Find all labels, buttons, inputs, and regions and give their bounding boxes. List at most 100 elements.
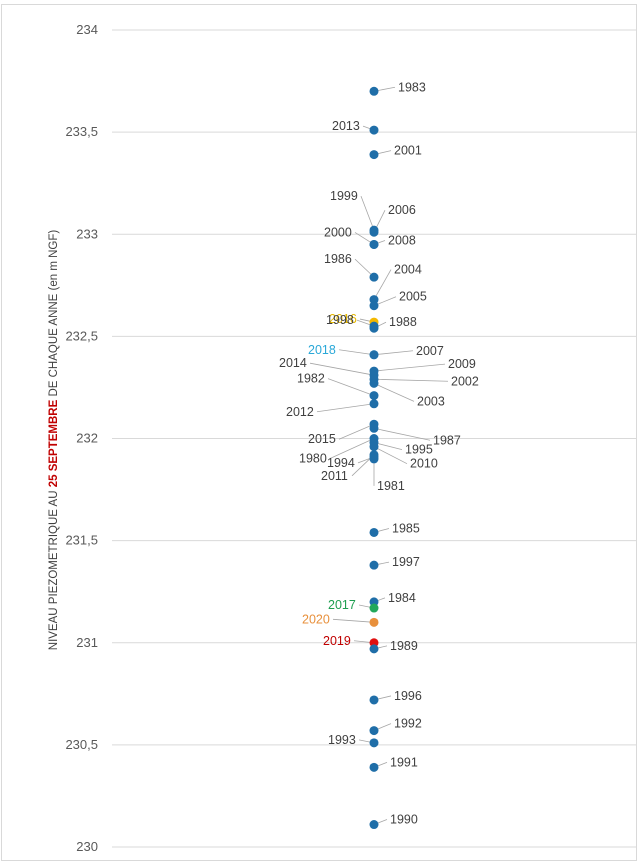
label-2004: 2004 [394,263,422,277]
y-tick-label: 232,5 [65,328,98,343]
label-2007: 2007 [416,344,444,358]
label-2000: 2000 [324,225,352,239]
point-1997 [369,560,379,570]
leader-line-1987 [373,427,431,441]
label-1998: 1998 [326,313,354,327]
leader-line-2018 [338,349,375,356]
point-2006 [369,227,379,237]
y-axis-label-highlight: 25 SEPTEMBRE [48,399,60,487]
label-1985: 1985 [392,521,420,535]
leader-line-2009 [373,363,446,372]
y-axis-label-part-3: DE CHAQUE ANNE (en m NGF) [48,230,60,400]
point-1992 [369,726,379,736]
point-1987 [369,423,379,433]
point-2011 [369,450,379,460]
point-2017 [369,603,379,613]
y-tick-label: 233 [76,226,98,241]
label-2011: 2011 [321,469,348,483]
label-2013: 2013 [332,119,360,133]
chart-frame [1,4,637,861]
label-1992: 1992 [394,717,422,731]
point-2005 [369,301,379,311]
label-1987: 1987 [433,433,461,447]
label-2003: 2003 [417,394,445,408]
label-2010: 2010 [410,457,438,471]
label-1986: 1986 [324,252,352,266]
y-tick-label: 232 [76,431,98,446]
point-2001 [369,150,379,160]
label-2002: 2002 [451,374,479,388]
y-axis-label: NIVEAU PIEZOMETRIQUE AU 25 SEPTEMBRE DE … [48,230,60,651]
point-1985 [369,527,379,537]
leader-line-2014 [309,362,375,376]
label-1983: 1983 [398,80,426,94]
leader-line-2004 [373,269,392,300]
leader-line-2007 [373,350,414,356]
label-1989: 1989 [390,639,418,653]
leader-line-2003 [373,382,415,402]
y-tick-label: 230 [76,839,98,854]
label-2017: 2017 [328,598,356,612]
leader-line-2020 [332,618,375,623]
leader-line-2015 [338,423,375,440]
data-points [369,86,379,830]
leader-line-1980 [329,438,375,459]
label-2016: 2016 [329,312,357,326]
leader-line-2012 [316,403,375,413]
label-1981: 1981 [377,479,405,493]
label-2012: 2012 [286,405,314,419]
label-1993: 1993 [328,733,356,747]
label-1991: 1991 [390,755,418,769]
point-2008 [369,239,379,249]
point-1991 [369,762,379,772]
leader-line-1995 [373,442,403,450]
y-tick-label: 231 [76,635,98,650]
point-2010 [369,442,379,452]
point-2020 [369,617,379,627]
point-2013 [369,125,379,135]
label-2014: 2014 [279,356,307,370]
leader-line-2002 [373,378,449,382]
label-2008: 2008 [388,233,416,247]
point-1990 [369,820,379,830]
data-labels: 1983 2013 2001 1999 2006 2000 2008 1986 2004 2016… [279,80,479,826]
label-2001: 2001 [394,144,422,158]
leader-line-1999 [360,196,375,231]
label-1999: 1999 [330,189,358,203]
y-axis-label-part-1: NIVEAU PIEZOMETRIQUE AU [48,487,60,650]
label-1995: 1995 [405,443,433,457]
y-tick-label: 230,5 [65,737,98,752]
label-1984: 1984 [388,591,416,605]
label-1996: 1996 [394,689,422,703]
label-2020: 2020 [302,612,330,626]
label-1980: 1980 [299,452,327,466]
point-2012 [369,399,379,409]
point-2003 [369,378,379,388]
label-2018: 2018 [308,343,336,357]
y-tick-label: 234 [76,22,98,37]
point-1993 [369,738,379,748]
point-1982 [369,391,379,401]
gridlines [112,29,637,848]
point-2007 [369,350,379,360]
label-1988: 1988 [389,315,417,329]
label-1994: 1994 [327,456,355,470]
label-2006: 2006 [388,203,416,217]
leader-line-2010 [373,446,408,465]
point-2009 [369,366,379,376]
point-1988 [369,323,379,333]
label-2019: 2019 [323,634,351,648]
point-1986 [369,272,379,282]
label-1997: 1997 [392,555,420,569]
label-1990: 1990 [390,813,418,827]
label-2015: 2015 [308,432,336,446]
point-1989 [369,644,379,654]
y-tick-label: 233,5 [65,124,98,139]
point-1983 [369,86,379,96]
point-1996 [369,695,379,705]
label-1982: 1982 [297,372,325,386]
y-tick-label: 231,5 [65,533,98,548]
leader-line-1982 [327,378,375,396]
label-2009: 2009 [448,357,476,371]
